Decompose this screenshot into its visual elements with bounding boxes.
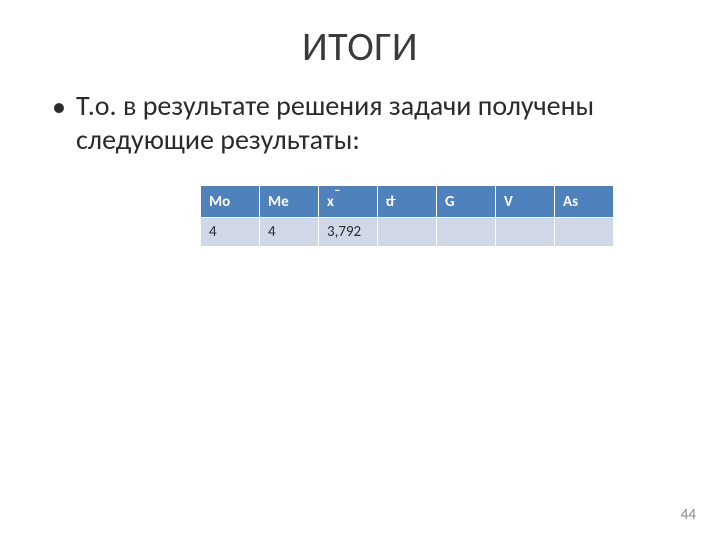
cell-as <box>555 218 614 247</box>
bullet-text: Т.о. в результате решения задачи получен… <box>76 89 668 157</box>
results-table: Mo Me xˉ d G <box>200 185 614 247</box>
results-table-wrap: Mo Me xˉ d G <box>200 185 668 247</box>
col-header-g: G <box>437 186 496 218</box>
cell-v <box>496 218 555 247</box>
cell-mo: 4 <box>201 218 260 247</box>
col-header-me: Me <box>260 186 319 218</box>
cell-g <box>437 218 496 247</box>
xbar-symbol: xˉ <box>327 193 334 211</box>
slide: ИТОГИ • Т.о. в результате решения задачи… <box>0 0 720 540</box>
col-header-mo: Mo <box>201 186 260 218</box>
table-row: 4 4 3,792 <box>201 218 614 247</box>
body-block: • Т.о. в результате решения задачи получ… <box>0 71 720 247</box>
bullet-marker: • <box>52 89 66 125</box>
page-number: 44 <box>681 506 696 524</box>
col-header-dbar: d <box>378 186 437 218</box>
dbar-base: d <box>386 193 394 211</box>
bullet-item: • Т.о. в результате решения задачи получ… <box>52 89 668 157</box>
cell-xbar: 3,792 <box>319 218 378 247</box>
dbar-strike-icon <box>386 199 396 201</box>
page-title: ИТОГИ <box>0 0 720 71</box>
col-header-xbar: xˉ <box>319 186 378 218</box>
table-header-row: Mo Me xˉ d G <box>201 186 614 218</box>
col-header-v: V <box>496 186 555 218</box>
xbar-base: x <box>327 193 334 211</box>
xbar-overline: ˉ <box>335 192 340 198</box>
cell-dbar <box>378 218 437 247</box>
dbar-symbol: d <box>386 193 394 211</box>
cell-me: 4 <box>260 218 319 247</box>
col-header-as: As <box>555 186 614 218</box>
